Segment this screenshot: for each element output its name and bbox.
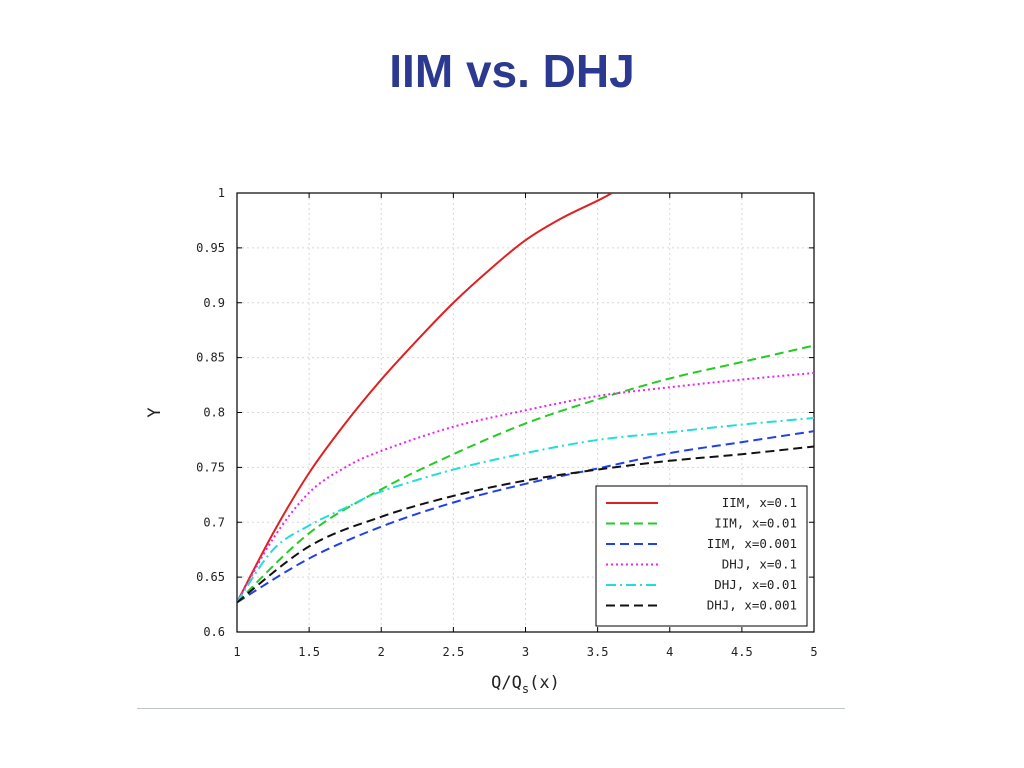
x-tick-label: 3	[522, 645, 529, 659]
x-tick-label: 4	[666, 645, 673, 659]
y-tick-label: 0.6	[203, 625, 225, 639]
y-tick-label: 0.95	[196, 241, 225, 255]
legend-entry: DHJ, x=0.001	[707, 598, 797, 613]
series-line-2	[237, 344, 814, 604]
x-tick-label: 3.5	[587, 645, 609, 659]
y-tick-label: 0.7	[203, 515, 225, 529]
tick-marks	[236, 192, 815, 633]
legend: IIM, x=0.1 IIM, x=0.01 IIM, x=0.001 DHJ, x=…	[595, 485, 808, 627]
legend-entry: DHJ, x=0.01	[714, 577, 797, 592]
x-tick-label: 1.5	[298, 645, 320, 659]
x-axis-label: Q/Qs(x)	[491, 673, 560, 696]
tick-labels: 1 1.5 2 2.5 3 3.5 4 4.5 5 0.6 0.65 0.7 0.75 0.8 0.85 0.…	[196, 186, 818, 659]
y-tick-label: 0.8	[203, 406, 225, 420]
series-line-3	[237, 430, 814, 604]
x-tick-label: 5	[810, 645, 817, 659]
x-tick-label: 4.5	[731, 645, 753, 659]
y-tick-label: 1	[218, 186, 225, 200]
y-tick-label: 0.65	[196, 570, 225, 584]
legend-entry: IIM, x=0.001	[707, 536, 797, 551]
series-line-5	[237, 416, 814, 603]
y-tick-label: 0.75	[196, 460, 225, 474]
y-tick-label: 0.85	[196, 351, 225, 365]
x-tick-label: 2.5	[443, 645, 465, 659]
legend-box	[595, 485, 808, 627]
slide-divider	[137, 708, 845, 709]
legend-entry: IIM, x=0.01	[714, 516, 797, 531]
slide-title: IIM vs. DHJ	[389, 45, 635, 97]
series-layer	[237, 193, 814, 604]
legend-entry: IIM, x=0.1	[722, 495, 797, 510]
x-tick-label: 1	[233, 645, 240, 659]
series-line-4	[237, 371, 814, 603]
y-tick-label: 0.9	[203, 296, 225, 310]
y-axis-label: Y	[145, 407, 165, 417]
legend-entry: DHJ, x=0.1	[722, 557, 797, 572]
x-tick-label: 2	[378, 645, 385, 659]
series-line-1	[237, 193, 613, 603]
